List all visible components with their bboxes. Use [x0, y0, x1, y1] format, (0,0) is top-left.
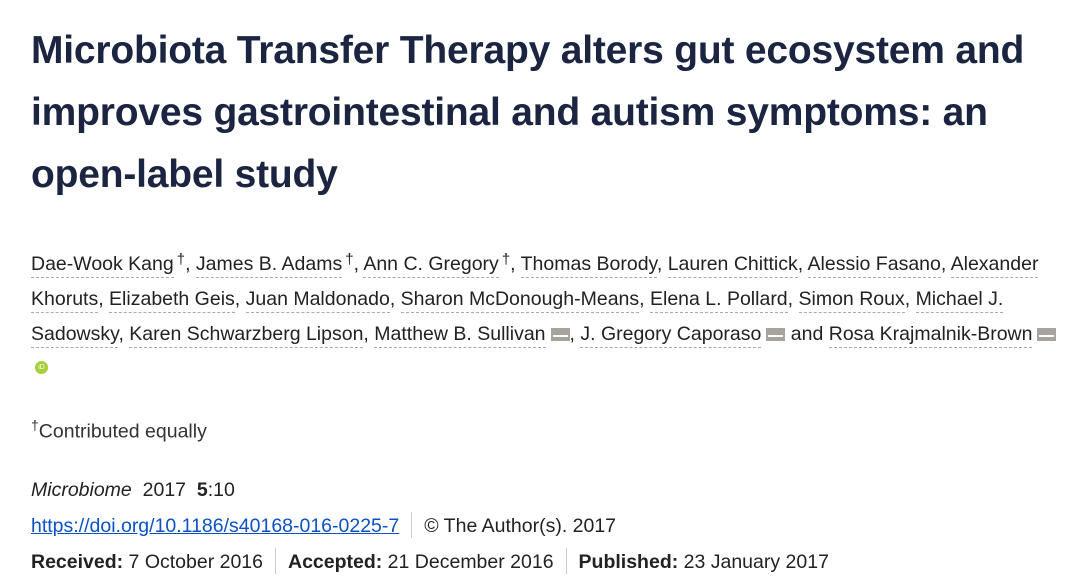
divider [411, 511, 413, 538]
author: Juan Maldonado, [245, 288, 401, 313]
author: Karen Schwarzberg Lipson, [129, 323, 374, 348]
author-separator: , [363, 323, 375, 345]
author: Michael J. Sadowsky, [31, 288, 1004, 348]
doi-link[interactable]: https://doi.org/10.1186/s40168-016-0225-… [31, 514, 400, 537]
author: James B. Adams †, [195, 251, 364, 278]
author: Thomas Borody, [520, 253, 668, 278]
dagger-mark: † [501, 251, 511, 268]
author: Ann C. Gregory †, [363, 251, 521, 278]
author-name[interactable]: Rosa Krajmalnik-Brown [828, 323, 1033, 348]
author-separator: , [904, 288, 916, 310]
author: Lauren Chittick, [667, 253, 808, 278]
author: Elizabeth Geis, [109, 288, 246, 313]
author-separator: , [639, 288, 650, 310]
accepted-label: Accepted: [287, 550, 383, 573]
author-name[interactable]: James B. Adams [195, 253, 343, 278]
published-label: Published: [578, 550, 679, 573]
author: J. Gregory Caporaso and [580, 323, 829, 348]
author-name[interactable]: Sharon McDonough-Means [400, 288, 640, 313]
received-date: 7 October 2016 [123, 550, 263, 573]
author-separator: , [940, 253, 951, 275]
author-list: Dae-Wook Kang †, James B. Adams †, Ann C. … [31, 242, 1061, 387]
author-name[interactable]: Alexander Khoruts [31, 253, 1039, 313]
author-name[interactable]: Ann C. Gregory [363, 253, 499, 278]
author-separator: , [234, 288, 246, 310]
author: Rosa Krajmalnik-Brown iD [31, 323, 1057, 380]
accepted-date: 21 December 2016 [382, 550, 554, 573]
author-name[interactable]: Elizabeth Geis [109, 288, 235, 313]
divider [565, 547, 567, 574]
author-separator: , [353, 253, 364, 275]
email-icon[interactable] [550, 328, 570, 341]
author: Dae-Wook Kang †, [31, 251, 196, 278]
doi-line: https://doi.org/10.1186/s40168-016-0225-… [31, 508, 1061, 544]
dagger-mark: † [345, 251, 354, 268]
author: Matthew B. Sullivan, [374, 323, 581, 348]
author-separator: , [569, 323, 581, 345]
author-name[interactable]: Thomas Borody [520, 253, 657, 278]
author-separator: , [787, 288, 799, 310]
contributed-note: †Contributed equally [31, 417, 1061, 444]
author: Elena L. Pollard, [649, 288, 799, 313]
author-name[interactable]: Simon Roux [798, 288, 905, 313]
orcid-icon[interactable]: iD [35, 361, 48, 374]
journal-year: 2017 [142, 478, 187, 501]
author-name[interactable]: J. Gregory Caporaso [580, 323, 762, 348]
email-icon[interactable] [766, 328, 786, 341]
article-number: :10 [207, 478, 235, 501]
author-separator: , [389, 288, 401, 310]
citation: Microbiome 2017 5:10 [31, 472, 1061, 508]
author-name[interactable]: Lauren Chittick [667, 253, 798, 278]
author-name[interactable]: Elena L. Pollard [649, 288, 788, 313]
dagger-mark: † [31, 417, 39, 433]
received-label: Received: [31, 550, 124, 573]
author-name[interactable]: Juan Maldonado [245, 288, 390, 313]
dagger-mark: † [176, 251, 186, 268]
author: Alexander Khoruts, [31, 253, 1039, 313]
journal-name: Microbiome [31, 478, 132, 501]
author-separator: , [510, 253, 521, 275]
author: Sharon McDonough-Means, [400, 288, 650, 313]
author-name[interactable]: Michael J. Sadowsky [31, 288, 1004, 348]
author-name[interactable]: Karen Schwarzberg Lipson [129, 323, 364, 348]
author-separator: , [797, 253, 808, 275]
author-separator: , [118, 323, 130, 345]
author-name[interactable]: Matthew B. Sullivan [374, 323, 546, 348]
author-separator: , [185, 253, 196, 275]
article-title: Microbiota Transfer Therapy alters gut e… [31, 29, 1025, 196]
contributed-text: Contributed equally [38, 420, 207, 443]
email-icon[interactable] [1037, 328, 1057, 341]
author-separator: , [656, 253, 668, 275]
volume: 5 [196, 478, 208, 501]
divider [274, 547, 276, 574]
published-date: 23 January 2017 [678, 550, 829, 573]
author: Simon Roux, [798, 288, 916, 313]
author-separator: and [785, 323, 829, 345]
author-name[interactable]: Dae-Wook Kang [31, 253, 174, 278]
author-name[interactable]: Alessio Fasano [807, 253, 941, 278]
dates-line: Received: 7 October 2016 Accepted: 21 Dec… [31, 544, 1061, 580]
author: Alessio Fasano, [807, 253, 951, 278]
author-separator: , [98, 288, 110, 310]
copyright: © The Author(s). 2017 [424, 514, 617, 537]
